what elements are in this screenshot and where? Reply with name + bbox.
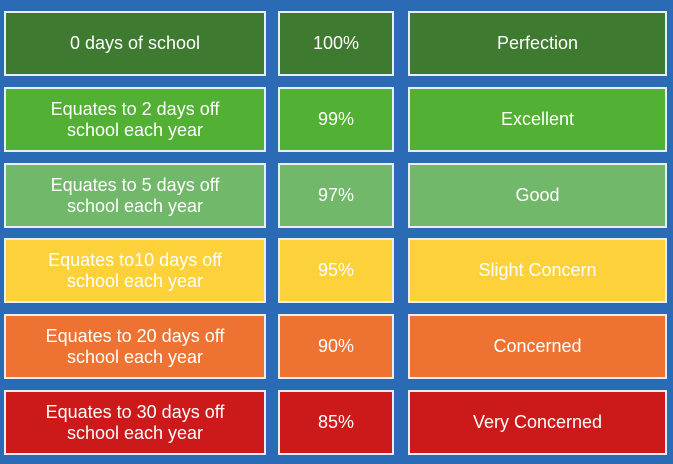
days-off-cell: 0 days of school [4,11,266,76]
rating-cell: Excellent [408,87,667,152]
percentage-cell: 97% [278,163,394,228]
days-off-cell: Equates to 2 days off school each year [4,87,266,152]
percentage-cell: 90% [278,314,394,379]
rating-cell: Concerned [408,314,667,379]
days-off-cell: Equates to 20 days off school each year [4,314,266,379]
percentage-cell: 99% [278,87,394,152]
percentage-cell: 85% [278,390,394,455]
percentage-cell: 95% [278,238,394,303]
rating-cell: Good [408,163,667,228]
days-off-cell: Equates to10 days off school each year [4,238,266,303]
rating-cell: Perfection [408,11,667,76]
percentage-cell: 100% [278,11,394,76]
days-off-cell: Equates to 30 days off school each year [4,390,266,455]
days-off-cell: Equates to 5 days off school each year [4,163,266,228]
rating-cell: Slight Concern [408,238,667,303]
rating-cell: Very Concerned [408,390,667,455]
